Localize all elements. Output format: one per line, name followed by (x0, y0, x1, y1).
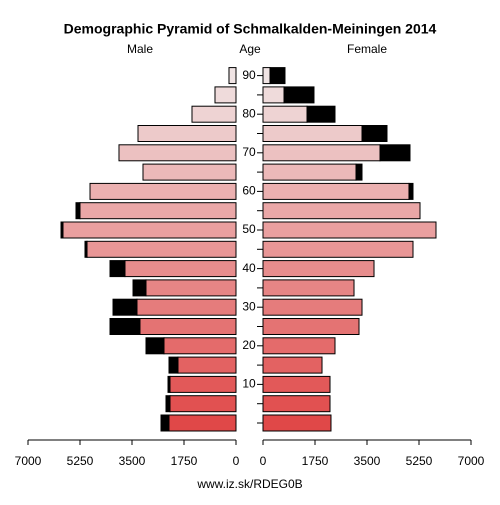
age-tick-label: 60 (242, 184, 256, 198)
bar (262, 279, 355, 297)
bar-extra (160, 414, 170, 432)
bar (169, 375, 237, 393)
bar (262, 298, 363, 316)
bar (262, 414, 332, 432)
bar (262, 356, 323, 374)
bar (262, 375, 331, 393)
male-label: Male (127, 42, 153, 56)
bar (262, 105, 308, 123)
x-tick-label: 1750 (302, 454, 329, 468)
bar (262, 125, 363, 142)
bar-extra (109, 260, 126, 278)
bar (262, 202, 421, 220)
chart-title: Demographic Pyramid of Schmalkalden-Mein… (64, 21, 437, 37)
bar (262, 221, 437, 239)
bar (262, 144, 381, 162)
bar-extra (355, 163, 363, 181)
x-tick-label: 5250 (67, 454, 94, 468)
x-tick-label: 0 (233, 454, 240, 468)
bar (142, 163, 237, 181)
bar (163, 337, 237, 355)
bar (262, 318, 360, 335)
x-tick-label: 3500 (354, 454, 381, 468)
bar (137, 125, 237, 142)
bar-extra (361, 125, 388, 142)
age-tick-label: 20 (242, 338, 256, 352)
age-tick-label: 80 (242, 106, 256, 120)
bar-extra (109, 318, 141, 335)
bar (214, 86, 237, 104)
bar (262, 240, 414, 258)
age-tick-label: 30 (242, 299, 256, 313)
bar-extra (60, 221, 64, 239)
bar-extra (165, 395, 171, 413)
bar-extra (75, 202, 81, 220)
bar (86, 240, 237, 258)
bar (262, 86, 285, 104)
bar (262, 163, 357, 181)
bar (89, 182, 237, 200)
bar (118, 144, 237, 162)
bar (262, 337, 336, 355)
bar-extra (269, 67, 286, 85)
bar (79, 202, 237, 220)
bar-extra (84, 240, 88, 258)
age-tick-label: 90 (242, 68, 256, 82)
bar (262, 182, 410, 200)
bar (191, 105, 237, 123)
bar-extra (408, 182, 414, 200)
age-tick-label: 50 (242, 222, 256, 236)
bar-extra (167, 375, 171, 393)
bar (262, 260, 375, 278)
x-tick-label: 3500 (119, 454, 146, 468)
age-tick-label: 40 (242, 261, 256, 275)
bar-extra (132, 279, 147, 297)
x-tick-label: 5250 (406, 454, 433, 468)
x-tick-label: 7000 (458, 454, 485, 468)
bar-extra (306, 105, 336, 123)
bar-extra (145, 337, 165, 355)
bar (228, 67, 237, 85)
x-tick-label: 1750 (171, 454, 198, 468)
bar (62, 221, 237, 239)
age-label: Age (239, 42, 261, 56)
bar (136, 298, 237, 316)
age-tick-label: 70 (242, 145, 256, 159)
bar (124, 260, 237, 278)
x-tick-label: 0 (260, 454, 267, 468)
footer: www.iz.sk/RDEG0B (196, 477, 302, 491)
bar-extra (379, 144, 411, 162)
bar-extra (168, 356, 179, 374)
female-label: Female (347, 42, 387, 56)
bar (177, 356, 237, 374)
bar (169, 395, 237, 413)
bar-extra (112, 298, 138, 316)
age-tick-label: 10 (242, 377, 256, 391)
bar (168, 414, 237, 432)
bar (262, 395, 331, 413)
bar (145, 279, 237, 297)
bar-extra (283, 86, 315, 104)
bar (262, 67, 271, 85)
x-tick-label: 7000 (15, 454, 42, 468)
bar (139, 318, 237, 335)
